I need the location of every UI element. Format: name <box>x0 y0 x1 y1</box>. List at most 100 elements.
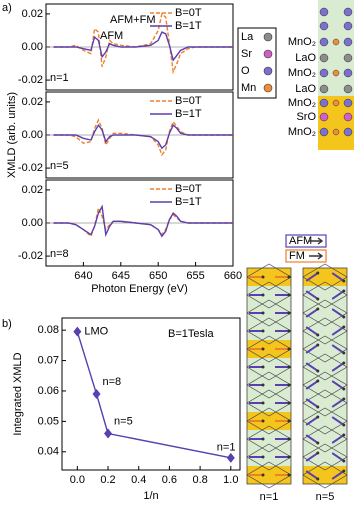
y-tick-label: 0.04 <box>38 446 59 458</box>
legend-label: B=1T <box>175 108 202 120</box>
atom <box>343 68 353 78</box>
octahedron <box>302 335 348 363</box>
x-tick-label: 660 <box>224 270 242 282</box>
y-tick-label: 0.08 <box>38 324 59 336</box>
atom <box>319 84 329 94</box>
spin-head <box>261 419 265 423</box>
column-doped <box>247 340 291 358</box>
point <box>226 452 235 463</box>
spin <box>305 416 319 426</box>
point-label: n=1 <box>217 442 236 454</box>
spin-label: FM <box>289 250 305 262</box>
spin-head <box>342 469 346 473</box>
octahedron <box>246 407 292 435</box>
spin-head <box>316 307 320 311</box>
column-doped <box>247 268 291 286</box>
y-tick-label: 0.06 <box>38 385 59 397</box>
spin-head <box>316 441 320 445</box>
octahedron <box>246 461 292 489</box>
spin-head <box>342 423 346 427</box>
spectrum-line <box>53 31 233 62</box>
spin-label: AFM <box>289 235 312 247</box>
panel-n-label: n=1 <box>50 72 69 84</box>
atom <box>343 21 353 31</box>
octahedron <box>302 425 348 453</box>
octahedron <box>246 281 292 309</box>
trend-line <box>76 331 231 459</box>
spin-head <box>287 419 291 423</box>
atom <box>343 53 353 63</box>
point-label: n=8 <box>103 376 122 388</box>
spin-head <box>316 405 320 409</box>
spin-head <box>261 401 265 405</box>
spin-head <box>342 279 346 283</box>
spin-head <box>342 397 346 401</box>
atom <box>332 69 340 77</box>
spin-head <box>287 275 291 279</box>
x-tick-label: 640 <box>74 270 92 282</box>
atom-icon <box>263 49 273 59</box>
spin <box>305 452 319 462</box>
column-doped <box>303 466 347 484</box>
panel-n-label: n=5 <box>50 160 69 172</box>
spin-head <box>287 437 291 441</box>
x-tick-label: 0.8 <box>192 474 207 486</box>
spectrum-line <box>53 12 233 75</box>
layer-label: MnO₂ <box>288 67 316 79</box>
spin-head <box>316 477 320 481</box>
octahedron <box>302 317 348 345</box>
octahedron <box>246 299 292 327</box>
panel-label: b) <box>2 318 12 330</box>
layer-label: SrO <box>296 111 316 123</box>
spin-head <box>261 365 265 369</box>
spin-head <box>316 451 320 455</box>
spin-head <box>342 433 346 437</box>
x-tick-label: 1.0 <box>223 474 238 486</box>
spin <box>331 416 345 426</box>
spin-head <box>316 415 320 419</box>
spin-head <box>261 473 265 477</box>
spin <box>305 272 319 282</box>
layer-label: LaO <box>295 83 316 95</box>
y-tick-label: 0.07 <box>38 354 59 366</box>
y-tick-label: -0.02 <box>18 162 43 174</box>
annotation: AFM <box>100 30 123 42</box>
octahedron <box>246 425 292 453</box>
spin <box>305 290 319 300</box>
annotation: B=1Tesla <box>168 328 214 340</box>
spin-head <box>261 455 265 459</box>
spin-head <box>261 275 265 279</box>
x-tick-label: 0.0 <box>70 474 85 486</box>
atom <box>343 127 353 137</box>
octahedron <box>246 263 292 291</box>
spin <box>305 470 319 480</box>
octahedron <box>302 353 348 381</box>
octahedron <box>246 317 292 345</box>
atom <box>343 84 353 94</box>
column-frame <box>302 267 348 485</box>
atom <box>319 53 329 63</box>
spin-head <box>316 271 320 275</box>
spin-head <box>316 343 320 347</box>
spin-head <box>316 369 320 373</box>
spin <box>305 434 319 444</box>
spin-head <box>287 383 291 387</box>
octahedron <box>302 371 348 399</box>
spin-head <box>261 293 265 297</box>
x-axis-label: Photon Energy (eV) <box>91 283 188 295</box>
spin <box>331 380 345 390</box>
atom <box>319 37 329 47</box>
spin <box>331 452 345 462</box>
spin-head <box>342 361 346 365</box>
column-frame <box>246 267 292 485</box>
spin-arrow <box>309 252 324 260</box>
spin <box>305 380 319 390</box>
spin-head <box>261 329 265 333</box>
atom <box>319 21 329 31</box>
panel-n-label: n=8 <box>50 248 69 260</box>
spin-head <box>316 297 320 301</box>
legend-label: B=1T <box>175 196 202 208</box>
spin <box>331 344 345 354</box>
spin <box>305 344 319 354</box>
x-tick-label: 0.6 <box>162 474 177 486</box>
